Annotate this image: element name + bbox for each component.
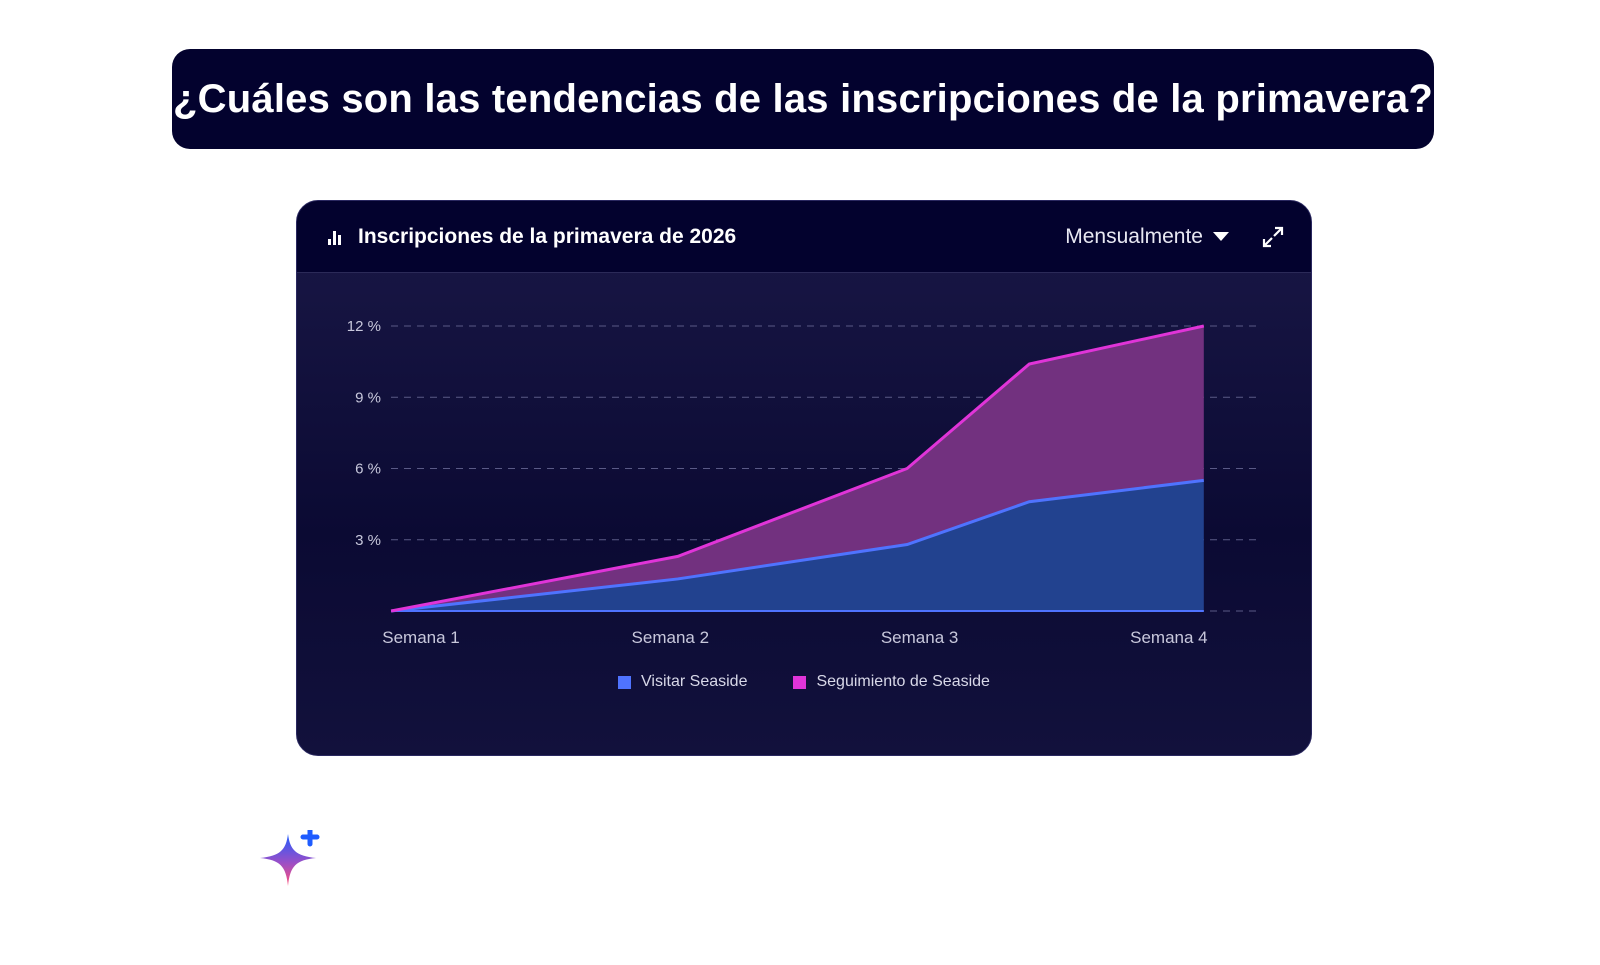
x-tick-label: Semana 3 <box>881 628 959 647</box>
legend-item-visitar: Visitar Seaside <box>618 673 747 691</box>
area-chart: 3 % 6 % 9 % 12 % Semana 1 Semana 2 Semana 3 Sem… <box>347 318 1257 647</box>
y-tick-label: 12 % <box>347 318 381 335</box>
question-banner: ¿Cuáles son las tendencias de las inscri… <box>172 49 1434 149</box>
bar-chart-icon <box>328 230 341 245</box>
ai-sparkle-icon <box>260 830 320 886</box>
legend-swatch <box>618 675 632 689</box>
chart-card: Inscripciones de la primavera de 2026 Me… <box>296 200 1312 756</box>
card-header: Inscripciones de la primavera de 2026 Me… <box>297 201 1311 273</box>
x-tick-label: Semana 2 <box>632 628 710 647</box>
chevron-down-icon[interactable] <box>1213 232 1229 241</box>
y-tick-label: 3 % <box>355 532 381 549</box>
legend: Visitar Seaside Seguimiento de Seaside <box>297 673 1311 691</box>
legend-swatch <box>793 675 807 689</box>
series-line-visitar <box>390 478 1204 613</box>
x-tick-label: Semana 4 <box>1130 628 1208 647</box>
legend-item-seguimiento: Seguimiento de Seaside <box>793 673 990 691</box>
series-area-seguimiento <box>391 326 1204 611</box>
x-tick-label: Semana 1 <box>382 628 460 647</box>
period-dropdown[interactable]: Mensualmente <box>1065 224 1203 248</box>
y-tick-label: 6 % <box>355 461 381 478</box>
expand-icon[interactable] <box>1261 225 1285 249</box>
legend-label: Seguimiento de Seaside <box>816 673 990 690</box>
card-title: Inscripciones de la primavera de 2026 <box>358 224 737 248</box>
legend-label: Visitar Seaside <box>641 673 748 690</box>
series-line-seguimiento <box>390 324 1205 613</box>
y-tick-label: 9 % <box>355 389 381 406</box>
